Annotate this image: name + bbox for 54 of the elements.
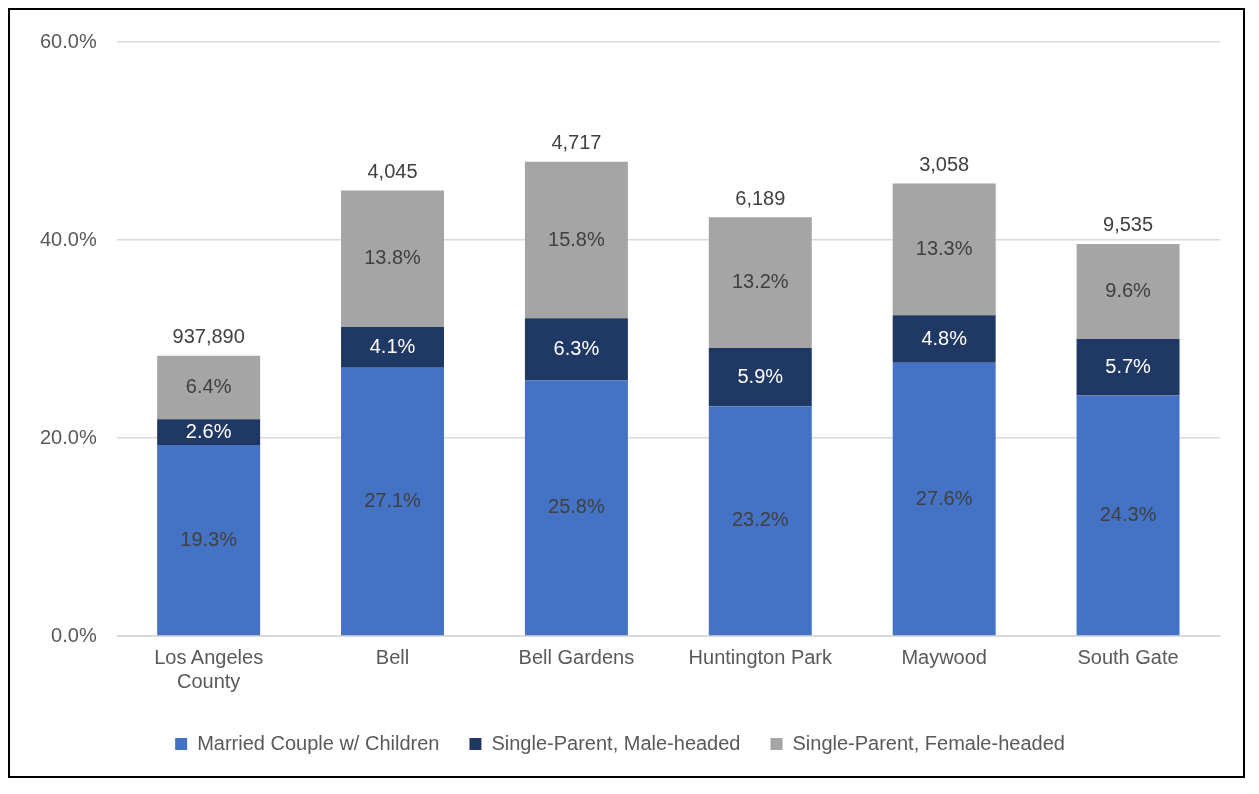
- annotation: 4,717: [551, 131, 602, 154]
- y-tick-label: 60.0%: [39, 29, 97, 52]
- data-label: 6.3%: [553, 336, 600, 359]
- bar: [892, 362, 996, 636]
- bar: [708, 406, 812, 636]
- bar: [1076, 339, 1180, 396]
- data-label: 19.3%: [180, 527, 238, 550]
- data-label: 23.2%: [731, 508, 789, 531]
- annotation: 4,045: [367, 160, 418, 183]
- data-label: 5.9%: [737, 364, 784, 387]
- data-label: 15.8%: [548, 227, 605, 250]
- data-label: 6.4%: [185, 375, 232, 398]
- x-tick-label: Bell: [375, 645, 410, 668]
- bar: [341, 327, 445, 368]
- bar: [708, 347, 812, 407]
- bar: [157, 444, 261, 636]
- data-label: 13.8%: [364, 246, 422, 269]
- data-label: 5.7%: [1105, 354, 1152, 377]
- y-tick-label: 20.0%: [39, 425, 97, 448]
- legend-label: Married Couple w/ Children: [197, 731, 440, 754]
- y-tick-label: 40.0%: [39, 227, 97, 250]
- bar: [341, 367, 445, 636]
- bar: [524, 318, 628, 381]
- data-label: 13.2%: [731, 270, 789, 293]
- annotation: 937,890: [172, 325, 245, 348]
- y-tick-label: 0.0%: [51, 623, 97, 646]
- data-label: 2.6%: [185, 419, 232, 442]
- annotation: 3,058: [919, 153, 970, 176]
- x-tick-label: Maywood: [901, 645, 987, 668]
- data-label: 27.1%: [364, 489, 422, 511]
- legend-label: Single-Parent, Female-headed: [792, 731, 1065, 754]
- bar: [892, 315, 996, 363]
- bar: [892, 183, 996, 316]
- data-label: 13.3%: [915, 236, 973, 259]
- data-label: 27.6%: [915, 486, 973, 509]
- data-label: 4.8%: [921, 326, 968, 349]
- data-label: 24.3%: [1099, 502, 1157, 525]
- bar: [708, 217, 812, 348]
- x-tick-label: Bell Gardens: [518, 645, 635, 668]
- x-tick-label: South Gate: [1077, 645, 1179, 668]
- bar: [1076, 395, 1180, 636]
- bar: [524, 161, 628, 319]
- bar: [341, 190, 445, 328]
- legend-label: Single-Parent, Male-headed: [491, 731, 741, 754]
- bar: [1076, 243, 1180, 339]
- data-label: 9.6%: [1105, 279, 1152, 301]
- data-label: 4.1%: [369, 334, 416, 357]
- data-label: 25.8%: [548, 495, 605, 518]
- x-tick-label: Huntington Park: [688, 645, 833, 668]
- bar: [524, 380, 628, 636]
- annotation: 9,535: [1103, 213, 1154, 236]
- annotation: 6,189: [735, 186, 786, 209]
- bar: [157, 355, 261, 420]
- x-tick-label: Los Angeles County: [154, 645, 264, 692]
